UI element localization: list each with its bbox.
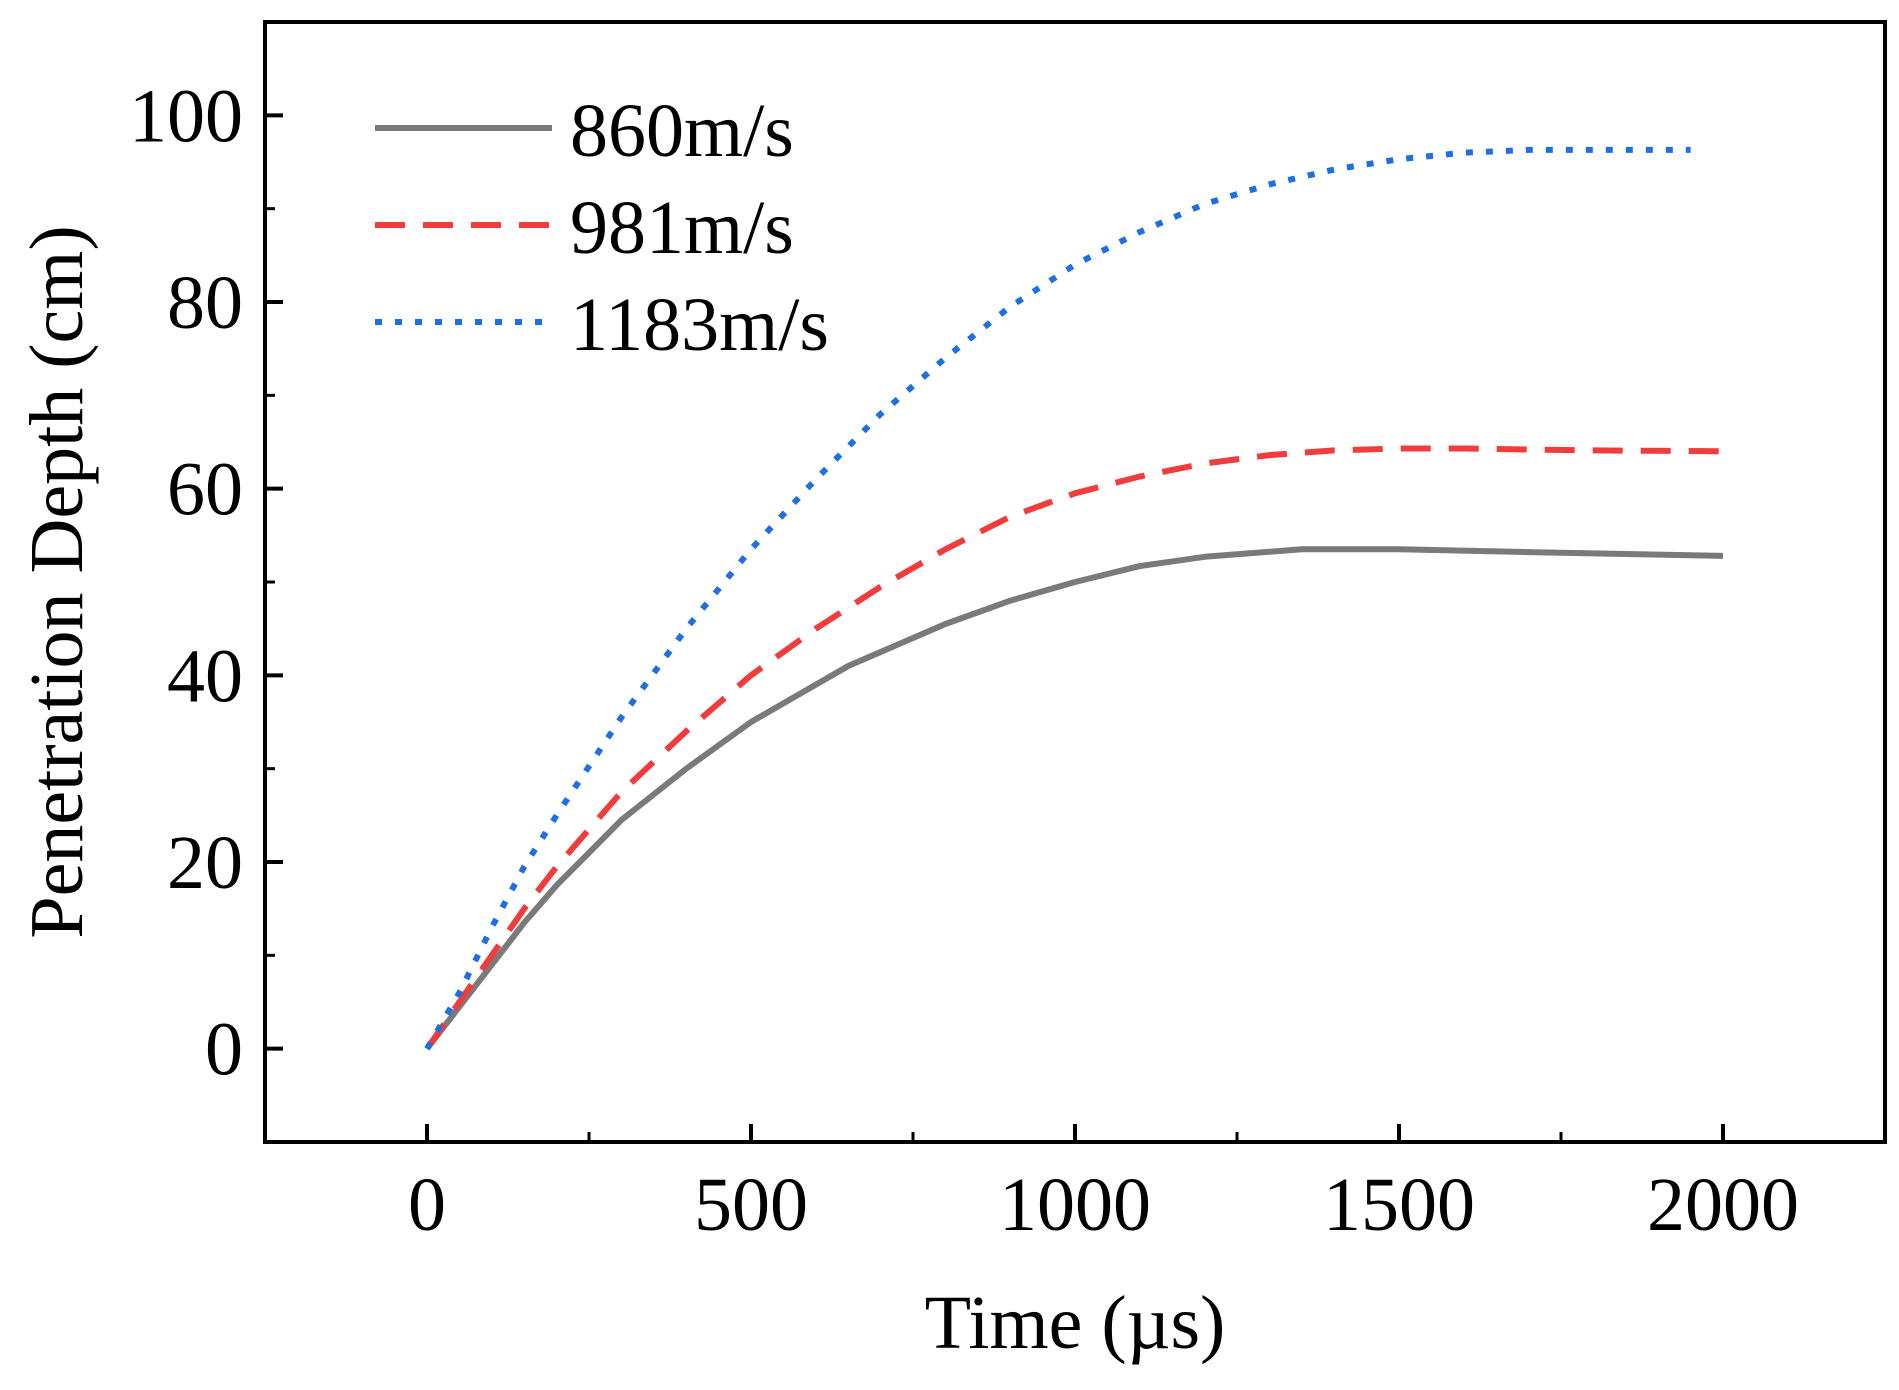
series-line-860m/s xyxy=(424,546,1724,1051)
legend-label: 1183m/s xyxy=(570,283,829,367)
legend: 860m/s 981m/s 1183m/s xyxy=(375,89,829,367)
series-line-1183m/s xyxy=(424,146,1691,1051)
legend-label: 860m/s xyxy=(570,89,794,173)
x-tick-label: 2000 xyxy=(1647,1163,1799,1247)
x-axis-title: Time (µs) xyxy=(925,1281,1226,1365)
y-tick-label: 60 xyxy=(167,448,243,532)
series-layer xyxy=(424,146,1724,1051)
x-tick-label: 1500 xyxy=(1323,1163,1475,1247)
x-tick-label: 500 xyxy=(694,1163,808,1247)
series-line-981m/s xyxy=(424,445,1724,1051)
legend-label: 981m/s xyxy=(570,186,794,270)
y-tick-label: 20 xyxy=(167,821,243,905)
y-tick-label: 40 xyxy=(167,634,243,718)
y-tick-label: 100 xyxy=(129,74,243,158)
y-tick-label: 80 xyxy=(167,261,243,345)
y-axis-title: Penetration Depth (cm) xyxy=(15,225,99,938)
x-tick-label: 1000 xyxy=(999,1163,1151,1247)
x-tick-label: 0 xyxy=(408,1163,446,1247)
y-tick-label: 0 xyxy=(205,1008,243,1092)
axis-ticks: 0 500 1000 1500 2000 0 20 40 60 80 100 xyxy=(129,74,1799,1247)
